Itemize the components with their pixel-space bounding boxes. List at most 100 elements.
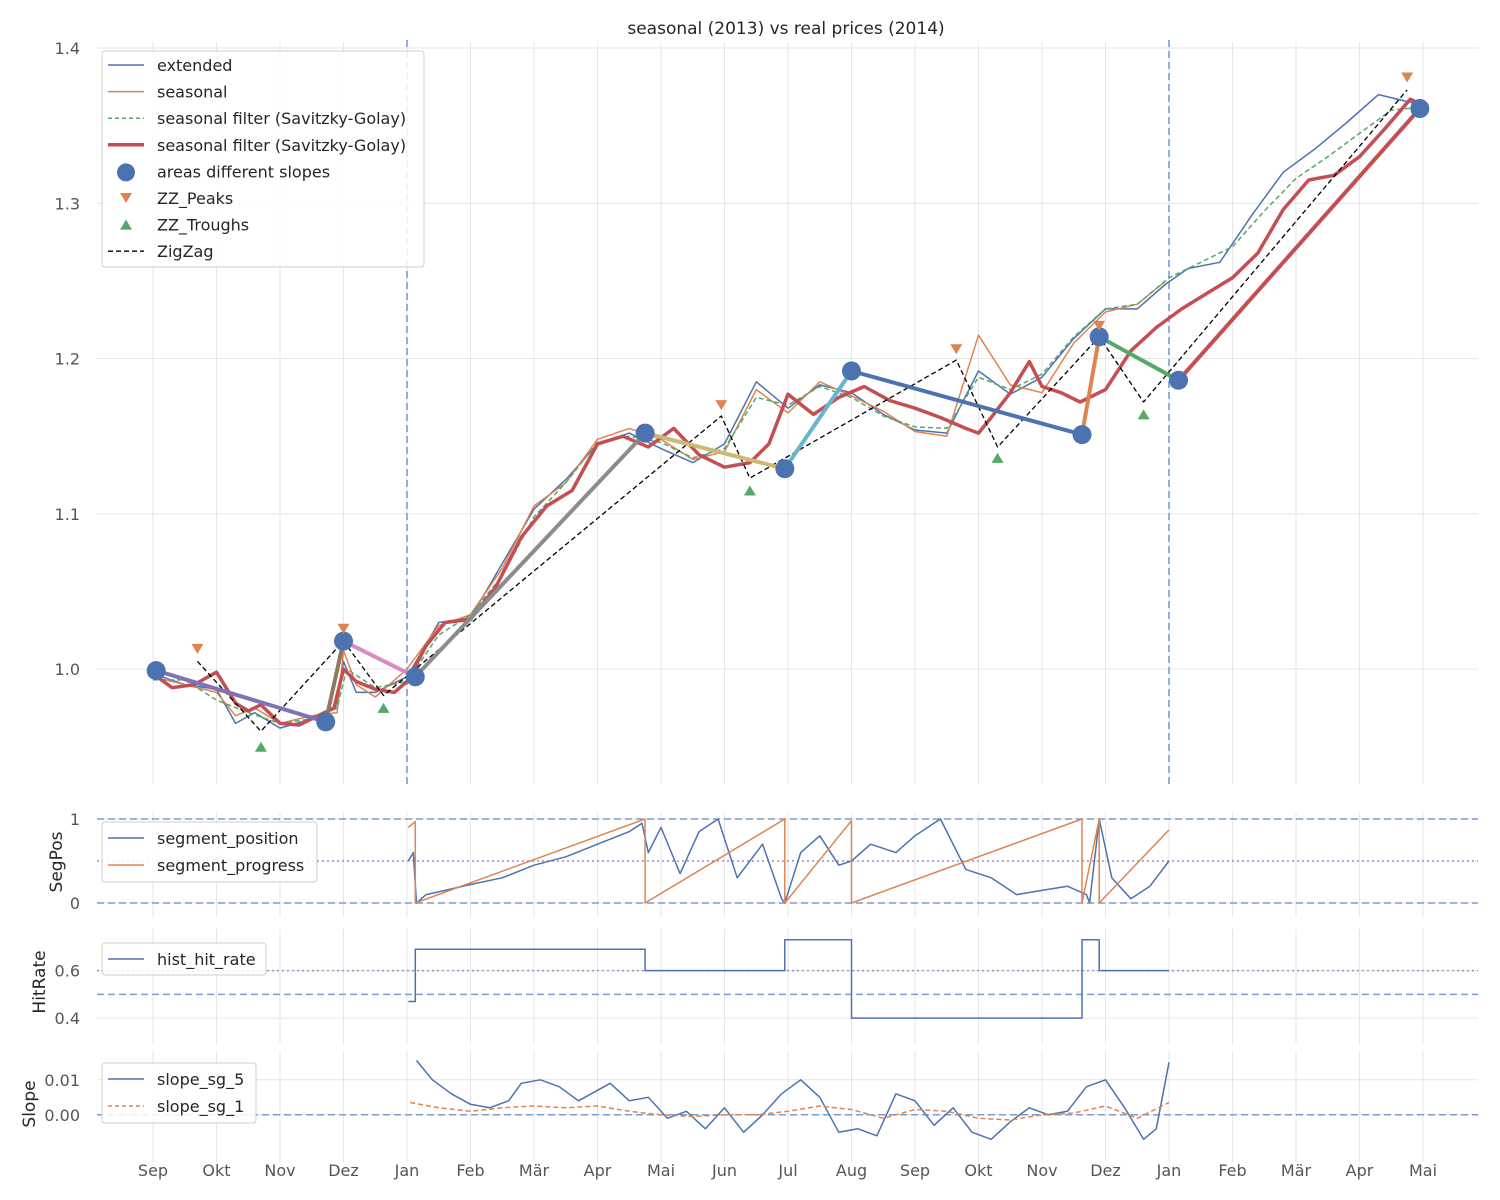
area-point bbox=[405, 667, 425, 687]
slope-area-line-7 bbox=[1080, 336, 1102, 435]
legend-label: areas different slopes bbox=[157, 162, 330, 181]
slope-ylabel: Slope bbox=[20, 1080, 40, 1127]
slope-area-line-9 bbox=[1177, 107, 1422, 382]
x-tick-label: Sep bbox=[138, 1161, 168, 1180]
x-tick-label: Mai bbox=[1409, 1161, 1437, 1180]
y-tick-label: 1.0 bbox=[55, 660, 80, 679]
legend-label: segment_progress bbox=[157, 856, 304, 876]
y-tick-label: 1.1 bbox=[55, 505, 80, 524]
x-tick-label: Jun bbox=[711, 1161, 737, 1180]
y-tick-label: 0 bbox=[70, 894, 80, 913]
peak-marker bbox=[950, 344, 963, 355]
legend-swatch bbox=[120, 193, 132, 203]
y-tick-label: 0.00 bbox=[44, 1106, 80, 1125]
x-tick-label: Nov bbox=[1026, 1161, 1057, 1180]
slope-area-line-5 bbox=[783, 369, 854, 470]
x-tick-label: Feb bbox=[1218, 1161, 1246, 1180]
area-point bbox=[635, 423, 655, 443]
series-line-slope-sg-1 bbox=[410, 1101, 1170, 1121]
area-point bbox=[1410, 99, 1430, 119]
x-tick-label: Dez bbox=[328, 1161, 359, 1180]
x-tick-label: Jan bbox=[1156, 1161, 1182, 1180]
slope-area-line-8 bbox=[1098, 335, 1180, 383]
peak-marker bbox=[1093, 320, 1106, 331]
x-tick-label: Okt bbox=[964, 1161, 992, 1180]
y-tick-label: 0.01 bbox=[44, 1071, 80, 1090]
legend-label: extended bbox=[157, 56, 232, 75]
legend-swatch bbox=[117, 163, 135, 182]
x-tick-label: Feb bbox=[456, 1161, 484, 1180]
x-tick-label: Jan bbox=[394, 1161, 420, 1180]
legend-label: seasonal filter (Savitzky-Golay) bbox=[157, 109, 406, 128]
marks-layer bbox=[146, 72, 1430, 1141]
x-tick-label: Mär bbox=[1281, 1161, 1312, 1180]
legend-box bbox=[101, 50, 425, 268]
area-point bbox=[146, 661, 166, 681]
chart-title: seasonal (2013) vs real prices (2014) bbox=[627, 19, 944, 39]
y-tick-label: 1.3 bbox=[55, 194, 80, 213]
slope-area-line-3 bbox=[413, 431, 647, 679]
legend-box bbox=[101, 821, 318, 883]
y-tick-label: 0.4 bbox=[55, 1009, 80, 1028]
series-line-seasonal-filter-savitzky-golay-2 bbox=[153, 106, 1424, 725]
x-tick-label: Mär bbox=[519, 1161, 550, 1180]
slope-area-line-4 bbox=[644, 431, 786, 471]
area-point bbox=[775, 459, 795, 479]
x-tick-label: Nov bbox=[264, 1161, 295, 1180]
legend-label: ZZ_Peaks bbox=[157, 189, 233, 209]
area-point bbox=[334, 631, 353, 651]
legend-box bbox=[101, 942, 267, 976]
slope-area-line-1 bbox=[323, 640, 346, 723]
x-tick-label: Dez bbox=[1090, 1161, 1121, 1180]
text-layer: SegPos HitRate Slope 1.0 1.1 1.2 1.3 1.4 0 1 0.… bbox=[20, 39, 1437, 1180]
y-tick-label: 0.6 bbox=[55, 962, 80, 981]
legend-label: slope_sg_1 bbox=[157, 1097, 244, 1117]
trough-marker bbox=[377, 702, 390, 713]
series-line-slope-sg-5 bbox=[415, 1060, 1170, 1141]
segpos-ylabel: SegPos bbox=[47, 831, 67, 892]
legend-layer: extended seasonal seasonal filter (Savitzk… bbox=[101, 50, 425, 1124]
legend-label: hist_hit_rate bbox=[157, 950, 256, 970]
legend-box bbox=[101, 1062, 257, 1124]
trough-marker bbox=[254, 741, 267, 752]
area-point bbox=[316, 712, 336, 732]
grid-layer bbox=[97, 40, 1478, 1162]
peak-marker bbox=[191, 643, 204, 654]
series-line-segment-progress bbox=[407, 818, 1170, 904]
legend-label: segment_position bbox=[157, 829, 299, 849]
trough-marker bbox=[1137, 409, 1150, 420]
legend-label: ZigZag bbox=[157, 242, 213, 261]
trough-marker bbox=[991, 452, 1004, 463]
legend-label: seasonal bbox=[157, 83, 228, 102]
peak-marker bbox=[1401, 72, 1414, 83]
hitrate-ylabel: HitRate bbox=[30, 950, 50, 1013]
area-point bbox=[1169, 370, 1189, 390]
series-line-seasonal-filter-savitzky-golay-3 bbox=[151, 97, 1424, 727]
x-tick-label: Aug bbox=[836, 1161, 867, 1180]
x-tick-label: Apr bbox=[1346, 1161, 1374, 1180]
y-tick-label: 1 bbox=[70, 810, 80, 829]
series-line-seasonal-1 bbox=[152, 280, 1167, 725]
x-tick-label: Jul bbox=[777, 1161, 797, 1180]
y-tick-label: 1.2 bbox=[55, 350, 80, 369]
trough-marker bbox=[743, 485, 756, 496]
area-point bbox=[1072, 425, 1092, 445]
legend-label: slope_sg_5 bbox=[157, 1070, 244, 1090]
legend-label: seasonal filter (Savitzky-Golay) bbox=[157, 136, 406, 155]
area-point bbox=[842, 361, 861, 381]
series-line-hist-hit-rate bbox=[408, 939, 1169, 1019]
slope-area-line-0 bbox=[155, 668, 327, 724]
x-tick-label: Mai bbox=[647, 1161, 675, 1180]
slope-area-line-2 bbox=[342, 639, 417, 679]
x-tick-label: Sep bbox=[900, 1161, 930, 1180]
y-tick-label: 1.4 bbox=[55, 39, 80, 58]
slope-area-line-6 bbox=[850, 369, 1083, 437]
x-tick-label: Apr bbox=[584, 1161, 612, 1180]
peak-marker bbox=[715, 400, 728, 411]
legend-label: ZZ_Troughs bbox=[157, 216, 249, 236]
area-point bbox=[1089, 327, 1109, 347]
peak-marker bbox=[337, 623, 350, 634]
x-tick-label: Okt bbox=[202, 1161, 230, 1180]
legend-swatch bbox=[120, 219, 132, 230]
